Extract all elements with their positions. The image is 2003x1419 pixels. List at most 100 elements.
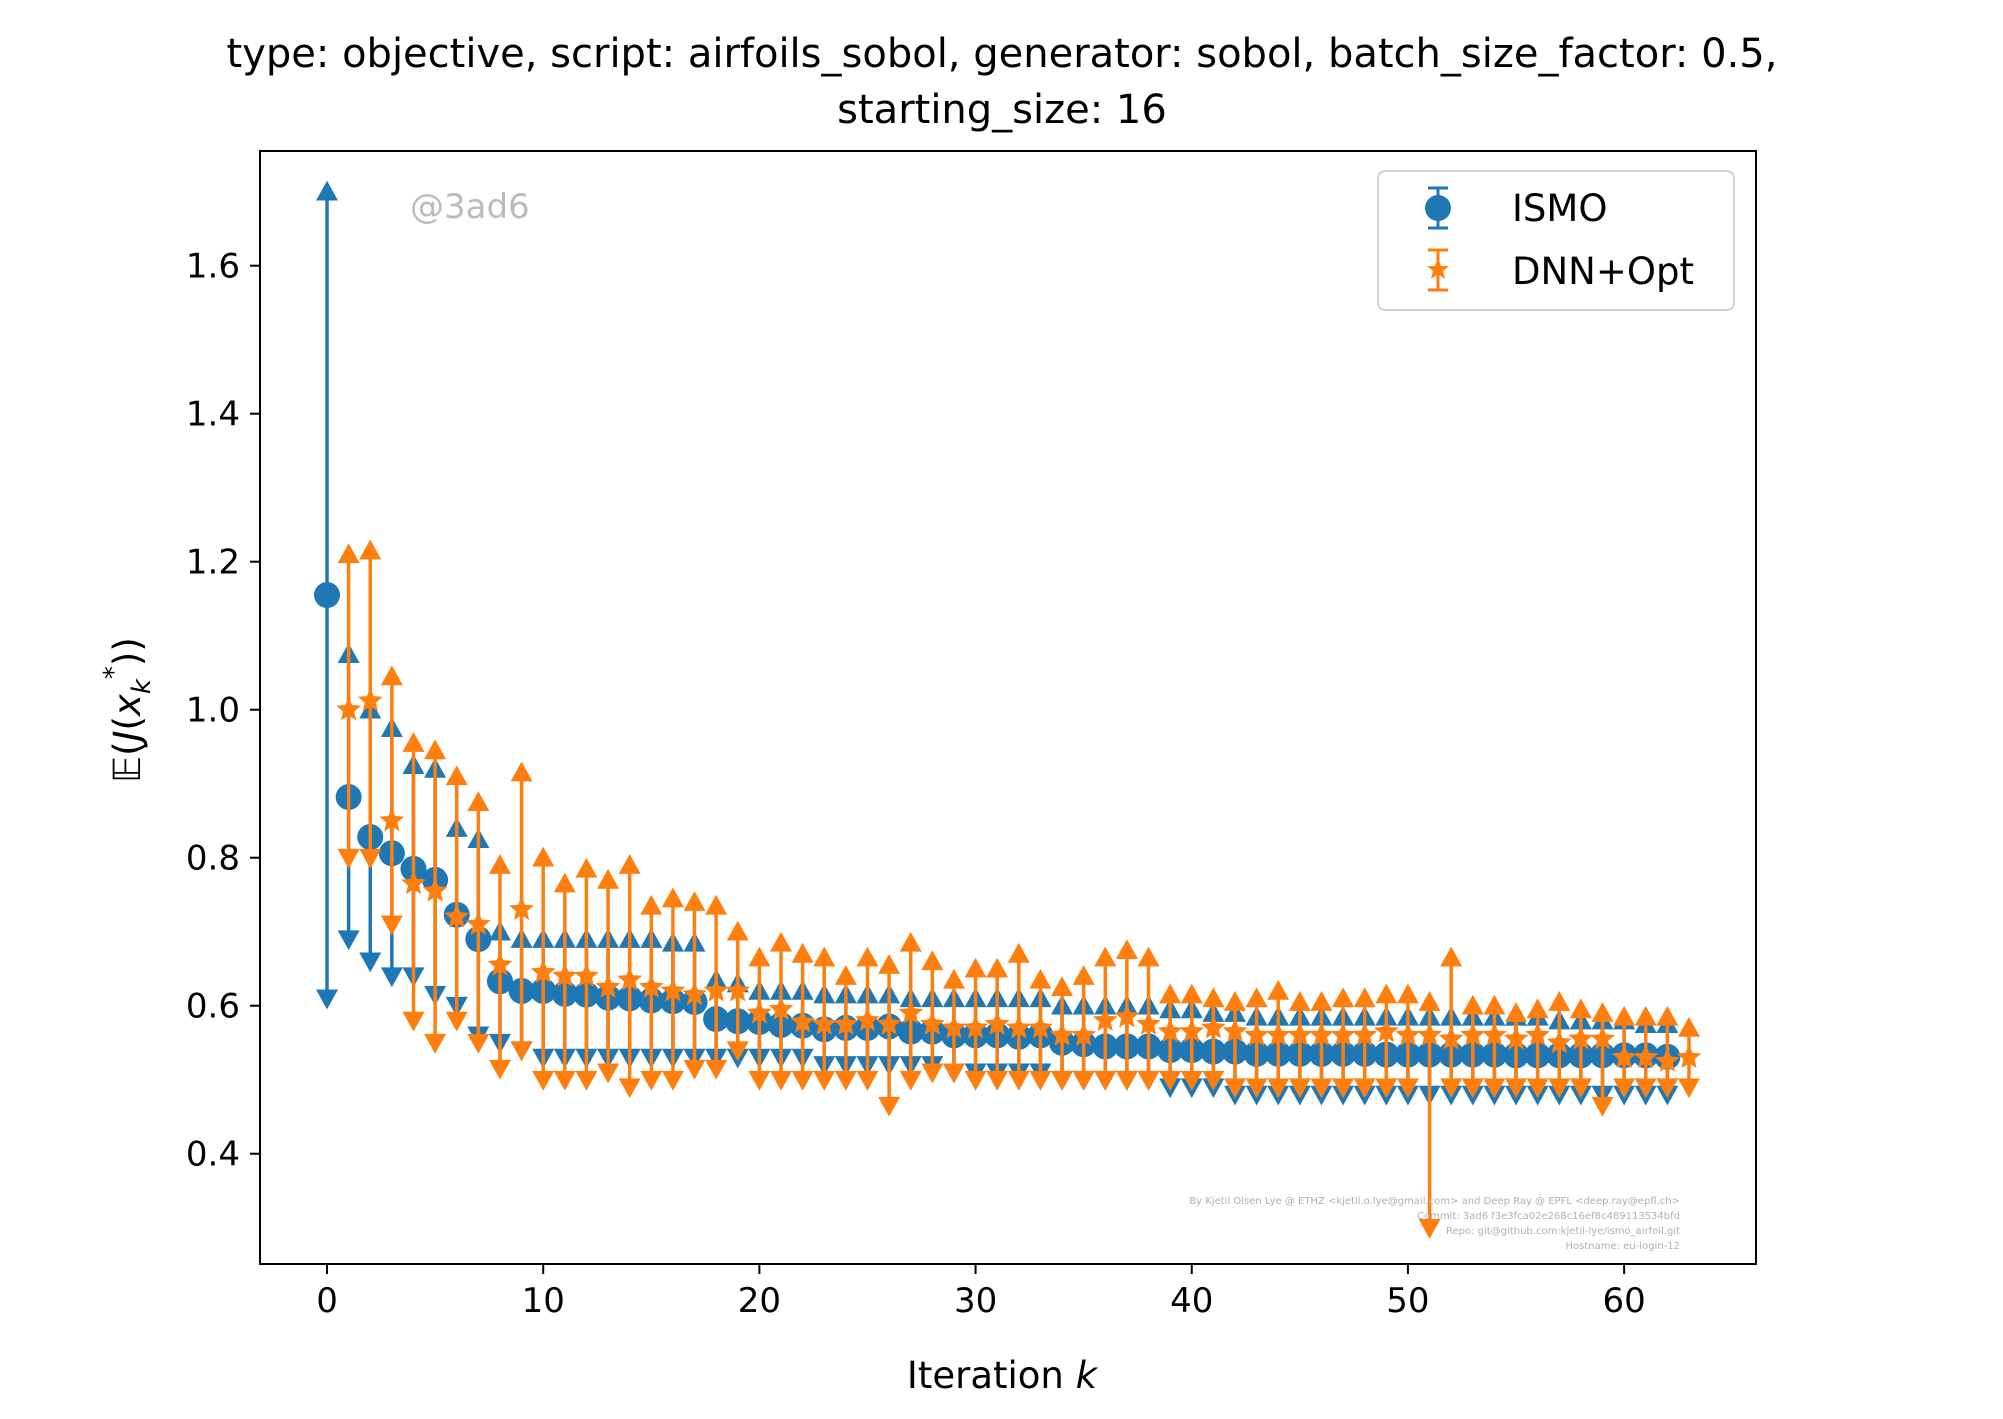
- error-cap-upper: [726, 920, 749, 941]
- error-cap-upper: [1332, 987, 1355, 1008]
- error-cap-upper: [1548, 991, 1571, 1011]
- error-cap-upper: [1569, 998, 1592, 1019]
- y-axis-label: 𝔼(J(xk*)): [99, 637, 157, 783]
- legend-dnn-label: DNN+Opt: [1512, 250, 1694, 293]
- y-axis: 0.4 0.6 0.8 1.0 1.2 1.4 1.6: [186, 247, 260, 1175]
- error-cap-lower: [921, 1063, 944, 1084]
- error-cap-lower: [553, 1070, 576, 1091]
- error-cap-lower: [380, 915, 403, 936]
- error-cap-upper: [1094, 946, 1117, 967]
- error-cap-upper: [1526, 998, 1549, 1019]
- error-cap-lower: [856, 1070, 879, 1091]
- error-cap-upper: [1375, 983, 1398, 1004]
- error-cap-upper: [1440, 946, 1463, 967]
- error-cap-lower: [337, 930, 360, 951]
- error-cap-lower: [467, 1033, 490, 1054]
- error-cap-upper: [1656, 1005, 1679, 1026]
- error-cap-upper: [1505, 1002, 1528, 1022]
- x-tick-label: 60: [1602, 1281, 1645, 1321]
- data-point: [1006, 1014, 1032, 1039]
- error-cap-lower: [1440, 1078, 1463, 1099]
- error-cap-upper: [856, 946, 879, 967]
- x-axis-label: Iteration k: [907, 1354, 1099, 1397]
- footer-line-4: Hostname: eu-login-12: [1566, 1241, 1680, 1252]
- data-point: [574, 963, 599, 987]
- data-point: [466, 911, 491, 935]
- data-point: [1503, 1026, 1529, 1050]
- error-cap-upper: [1418, 991, 1441, 1011]
- error-cap-upper: [878, 954, 901, 974]
- data-point: [1374, 1018, 1399, 1043]
- error-cap-upper: [683, 891, 706, 911]
- footer-line-1: By Kjetil Olsen Lye @ ETHZ <kjetil.o.lye…: [1189, 1196, 1680, 1207]
- error-cap-lower: [878, 1096, 901, 1117]
- footer-line-3: Repo: git@github.com:kjetil-lye/ismo_air…: [1446, 1226, 1680, 1237]
- x-tick-label: 40: [1170, 1281, 1213, 1321]
- error-cap-upper: [1029, 968, 1052, 989]
- error-cap-lower: [1202, 1070, 1225, 1091]
- legend: ISMO DNN+Opt: [1377, 170, 1735, 311]
- x-axis: 0 10 20 30 40 50 60: [316, 1264, 1646, 1321]
- error-cap-lower: [1613, 1078, 1636, 1099]
- footer-info: By Kjetil Olsen Lye @ ETHZ <kjetil.o.lye…: [1189, 1196, 1680, 1252]
- error-cap-lower: [986, 1070, 1009, 1091]
- data-point: [1438, 1026, 1464, 1050]
- data-point: [941, 1014, 967, 1039]
- error-cap-lower: [424, 1033, 447, 1054]
- error-cap-lower: [488, 1059, 511, 1080]
- data-point: [357, 687, 383, 712]
- error-cap-upper: [1159, 983, 1182, 1004]
- error-cap-upper: [337, 543, 360, 564]
- error-cap-upper: [424, 739, 447, 760]
- data-point: [1179, 1018, 1205, 1043]
- error-cap-upper: [618, 854, 641, 874]
- data-point: [1460, 1022, 1486, 1046]
- chart-title-line1: type: objective, script: airfoils_sobol,…: [227, 31, 1778, 77]
- data-point: [1568, 1026, 1594, 1050]
- error-cap-upper: [1353, 987, 1376, 1008]
- error-cap-lower: [380, 967, 403, 988]
- data-point: [1092, 1007, 1118, 1031]
- data-point: [1482, 1022, 1507, 1046]
- error-cap-upper: [445, 765, 468, 786]
- error-cap-lower: [1461, 1078, 1484, 1099]
- data-point: [336, 696, 361, 721]
- footer-line-2: Commit: 3ad6 f3e3fca02e268c16ef8c4891135…: [1417, 1211, 1680, 1222]
- error-cap-lower: [1548, 1078, 1571, 1099]
- data-point: [1287, 1022, 1313, 1046]
- error-cap-lower: [964, 1070, 987, 1091]
- error-cap-upper: [402, 732, 425, 752]
- data-point: [509, 896, 534, 920]
- error-cap-lower: [899, 1070, 922, 1091]
- data-point: [1049, 1022, 1075, 1046]
- data-point: [660, 977, 686, 1002]
- error-cap-lower: [770, 1070, 793, 1091]
- error-cap-lower: [1094, 1070, 1117, 1091]
- error-cap-lower: [1677, 1078, 1700, 1099]
- error-cap-lower: [791, 1070, 814, 1091]
- y-tick-label: 1.0: [186, 691, 240, 731]
- error-cap-upper: [1267, 979, 1290, 1000]
- plot-area: [260, 151, 1756, 1264]
- data-point: [747, 1000, 772, 1024]
- data-point: [811, 1011, 837, 1035]
- error-cap-upper: [575, 857, 598, 878]
- legend-box: [1377, 170, 1735, 311]
- data-point: [876, 1011, 902, 1035]
- y-tick-label: 0.6: [186, 987, 240, 1027]
- x-tick-label: 20: [738, 1281, 781, 1321]
- data-point: [1633, 1044, 1659, 1068]
- error-cap-upper: [1634, 1005, 1657, 1026]
- legend-ismo-label: ISMO: [1512, 187, 1607, 230]
- error-cap-upper: [1115, 939, 1138, 960]
- data-point: [790, 1009, 815, 1033]
- data-point: [1265, 1022, 1291, 1046]
- error-cap-upper: [1202, 987, 1225, 1008]
- error-cap-lower: [1180, 1070, 1203, 1091]
- error-cap-lower: [337, 848, 360, 869]
- error-cap-upper: [1677, 1016, 1700, 1037]
- error-cap-lower: [1332, 1078, 1355, 1099]
- data-point: [1546, 1029, 1572, 1054]
- x-axis-label-text: Iteration: [907, 1354, 1076, 1397]
- error-cap-lower: [1353, 1078, 1376, 1099]
